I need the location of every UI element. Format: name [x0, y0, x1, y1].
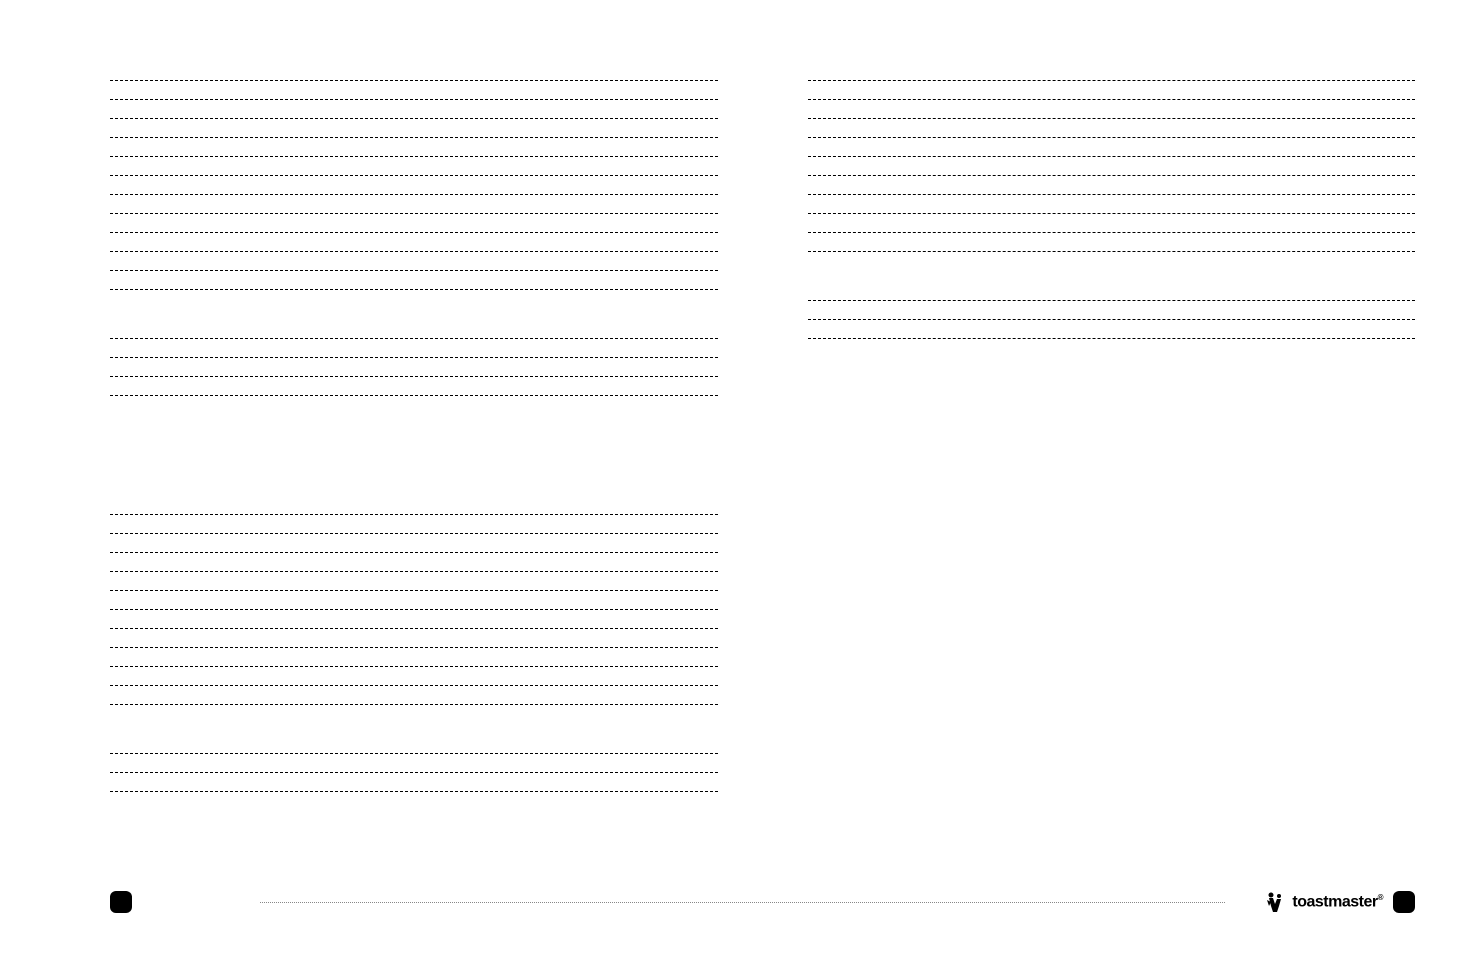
- writing-line: [808, 118, 1416, 119]
- writing-line: [808, 80, 1416, 81]
- footer-branding: toastmaster®: [1263, 890, 1415, 914]
- writing-line: [110, 232, 718, 233]
- writing-line: [110, 609, 718, 610]
- toastmaster-icon: [1263, 890, 1287, 914]
- writing-line: [110, 376, 718, 377]
- footer-left-marker: [110, 891, 132, 913]
- left-column: [110, 80, 718, 884]
- writing-line: [110, 251, 718, 252]
- writing-line: [110, 175, 718, 176]
- page-content: [0, 0, 1475, 954]
- writing-line: [110, 80, 718, 81]
- registered-mark: ®: [1378, 893, 1383, 902]
- right-column: [808, 80, 1416, 884]
- writing-line: [110, 270, 718, 271]
- writing-line: [808, 99, 1416, 100]
- writing-line: [110, 791, 718, 792]
- page-marker-left: [110, 891, 132, 913]
- writing-line: [110, 514, 718, 515]
- writing-line: [808, 232, 1416, 233]
- writing-line: [110, 685, 718, 686]
- writing-line: [808, 137, 1416, 138]
- writing-line: [110, 213, 718, 214]
- writing-line: [110, 137, 718, 138]
- writing-line: [110, 666, 718, 667]
- writing-line: [110, 289, 718, 290]
- writing-line: [110, 552, 718, 553]
- writing-line: [808, 156, 1416, 157]
- writing-line: [110, 647, 718, 648]
- line-group-1: [110, 80, 718, 308]
- line-group-6: [808, 300, 1416, 357]
- writing-line: [110, 571, 718, 572]
- writing-line: [808, 300, 1416, 301]
- writing-line: [110, 99, 718, 100]
- writing-line: [808, 319, 1416, 320]
- writing-line: [110, 118, 718, 119]
- page-marker-right: [1393, 891, 1415, 913]
- line-group-2: [110, 338, 718, 414]
- writing-line: [110, 753, 718, 754]
- writing-line: [110, 194, 718, 195]
- writing-line: [110, 590, 718, 591]
- writing-line: [808, 251, 1416, 252]
- writing-line: [110, 395, 718, 396]
- writing-line: [808, 175, 1416, 176]
- writing-line: [110, 338, 718, 339]
- writing-line: [110, 704, 718, 705]
- writing-line: [808, 338, 1416, 339]
- line-group-5: [808, 80, 1416, 270]
- writing-line: [110, 628, 718, 629]
- line-group-4: [110, 753, 718, 810]
- footer-divider-line: [260, 902, 1225, 903]
- writing-line: [110, 156, 718, 157]
- writing-line: [110, 533, 718, 534]
- brand-name: toastmaster®: [1292, 893, 1383, 911]
- line-group-3: [110, 514, 718, 723]
- writing-line: [808, 194, 1416, 195]
- brand-logo: toastmaster®: [1263, 890, 1383, 914]
- writing-line: [110, 772, 718, 773]
- writing-line: [808, 213, 1416, 214]
- writing-line: [110, 357, 718, 358]
- page-footer: toastmaster®: [110, 890, 1415, 914]
